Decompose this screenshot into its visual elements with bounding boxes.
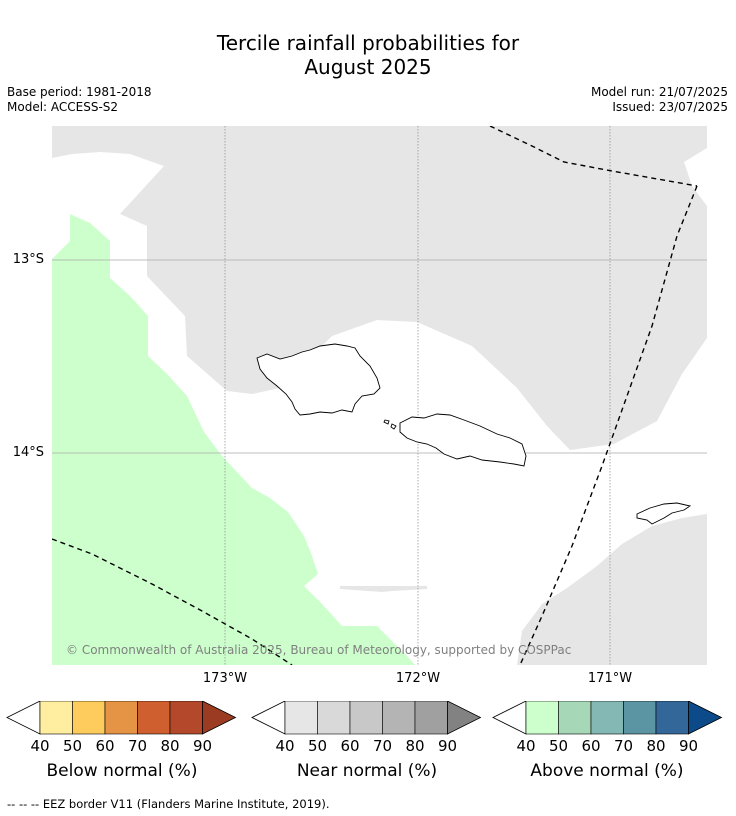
near-normal-strip — [340, 586, 427, 592]
colorbar-tick-label: 70 — [614, 737, 633, 753]
savaii-island — [256, 343, 381, 416]
eez-border-east — [519, 185, 698, 665]
lon-label-172w: 172°W — [395, 671, 441, 686]
colorbar-label-below-normal: Below normal (%) — [46, 761, 198, 781]
colorbar-segment — [317, 701, 351, 735]
islands — [256, 343, 692, 525]
colorbar-segment — [590, 701, 624, 735]
colorbar-segment — [655, 701, 689, 735]
colorbar-tick-label: 70 — [373, 737, 392, 753]
colorbar-tick-label: 80 — [160, 737, 179, 753]
run-info: Model run: 21/07/2025 Issued: 23/07/2025 — [591, 85, 728, 115]
colorbar-tick-label: 60 — [95, 737, 114, 753]
colorbar-tick-label: 60 — [340, 737, 359, 753]
colorbar-segment — [382, 701, 416, 735]
near-normal-region-southeast — [517, 514, 707, 665]
title-line-2: August 2025 — [304, 55, 432, 79]
above-normal-region-west — [52, 214, 415, 665]
near-normal-region-north — [52, 126, 707, 450]
colorbar-tick-label: 70 — [128, 737, 147, 753]
colorbar-near-normal: 40 50 60 70 80 90 — [251, 701, 482, 753]
colorbar-tick-label: 40 — [275, 737, 294, 753]
model-name: Model: ACCESS-S2 — [7, 100, 119, 114]
colorbar-segment — [414, 701, 448, 735]
model-run: Model run: 21/07/2025 — [590, 85, 728, 99]
colorbar-segment — [349, 701, 383, 735]
lon-label-173w: 173°W — [202, 671, 248, 686]
eez-border-north — [489, 126, 698, 187]
colorbar-lower-extension — [492, 701, 527, 735]
colorbar-segment — [623, 701, 657, 735]
colorbar-segment — [525, 701, 559, 735]
colorbar-upper-extension — [202, 701, 237, 735]
colorbar-tick-label: 90 — [438, 737, 457, 753]
colorbar-above-normal: 40 50 60 70 80 90 — [492, 701, 723, 753]
colorbar-tick-label: 50 — [549, 737, 568, 753]
map-title: Tercile rainfall probabilities for Augus… — [0, 31, 736, 79]
colorbar-tick-label: 50 — [308, 737, 327, 753]
colorbar-lower-extension — [6, 701, 41, 735]
upolu-island — [399, 413, 527, 467]
eez-border-southwest — [52, 538, 293, 665]
eez-borders — [52, 126, 698, 665]
base-period: Base period: 1981-2018 — [7, 85, 152, 99]
colorbar-upper-extension — [688, 701, 723, 735]
colorbar-segment — [284, 701, 318, 735]
colorbar-segment — [72, 701, 106, 735]
apolima-islet — [390, 423, 397, 430]
colorbar-segment — [137, 701, 171, 735]
colorbar-tick-label: 90 — [679, 737, 698, 753]
colorbar-label-near-normal: Near normal (%) — [296, 761, 438, 781]
manono-islet — [383, 419, 390, 425]
colorbar-upper-extension — [447, 701, 482, 735]
title-line-1: Tercile rainfall probabilities for — [216, 31, 520, 55]
map-panel: © Commonwealth of Australia 2025, Bureau… — [52, 126, 707, 665]
colorbar-tick-label: 50 — [63, 737, 82, 753]
colorbar-tick-label: 80 — [405, 737, 424, 753]
lat-label-13s: 13°S — [12, 252, 44, 267]
issued-date: Issued: 23/07/2025 — [612, 100, 728, 114]
eez-legend-note: -- -- -- EEZ border V11 (Flanders Marine… — [7, 797, 330, 811]
colorbar-segment — [169, 701, 203, 735]
colorbar-segment — [558, 701, 592, 735]
copyright-notice: © Commonwealth of Australia 2025, Bureau… — [66, 643, 571, 657]
colorbar-tick-label: 40 — [30, 737, 49, 753]
colorbar-tick-label: 80 — [646, 737, 665, 753]
colorbar-segment — [104, 701, 138, 735]
tutuila-island — [636, 502, 692, 525]
model-info: Base period: 1981-2018 Model: ACCESS-S2 — [7, 85, 152, 115]
graticule — [52, 126, 707, 665]
lat-label-14s: 14°S — [12, 445, 44, 460]
colorbar-label-above-normal: Above normal (%) — [530, 761, 684, 781]
colorbar-tick-label: 40 — [516, 737, 535, 753]
colorbar-lower-extension — [251, 701, 286, 735]
colorbar-below-normal: 40 50 60 70 80 90 — [6, 701, 237, 753]
colorbar-tick-label: 60 — [581, 737, 600, 753]
lon-label-171w: 171°W — [587, 671, 633, 686]
colorbar-tick-label: 90 — [193, 737, 212, 753]
colorbar-segment — [39, 701, 73, 735]
